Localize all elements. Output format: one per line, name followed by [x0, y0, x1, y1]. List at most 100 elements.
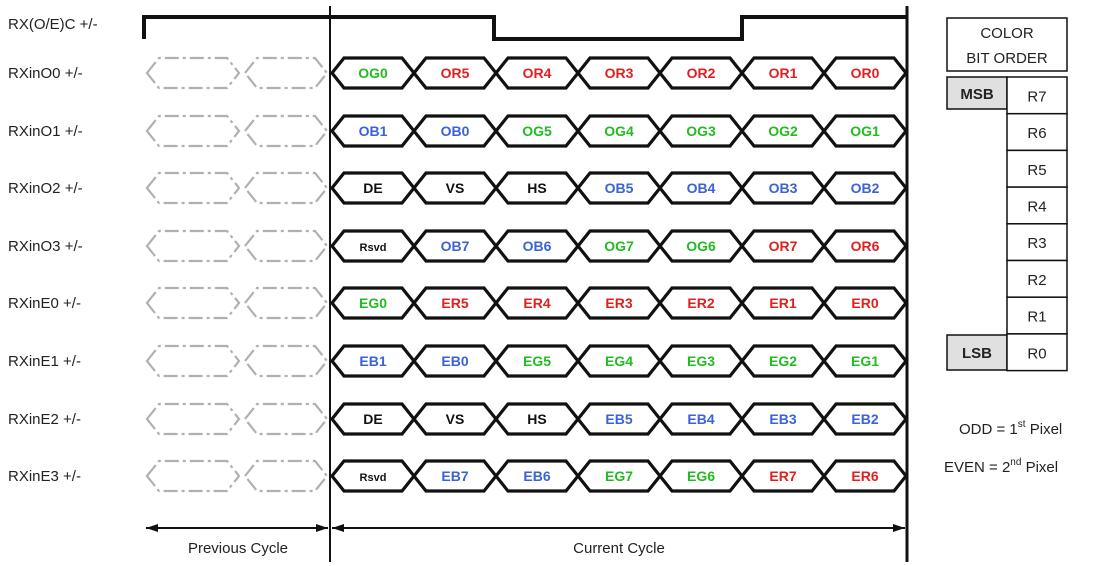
data-cell — [821, 56, 909, 90]
data-cell-label: EB3 — [769, 411, 796, 427]
msb-label: MSB — [960, 86, 994, 103]
previous-cycle-cell — [145, 459, 241, 493]
data-cell-label: OB0 — [441, 123, 470, 139]
previous-cycle-arrow — [146, 524, 328, 532]
previous-cycle-cell — [243, 171, 329, 205]
data-cell — [821, 459, 909, 493]
previous-cycle-cell — [243, 56, 329, 90]
data-cell-label: EG0 — [359, 295, 387, 311]
data-cell-label: ER2 — [687, 295, 714, 311]
bit-cell — [1006, 76, 1068, 115]
data-cell-label: EB0 — [441, 353, 468, 369]
data-cell-label: EG1 — [851, 353, 879, 369]
data-cell-label: OB1 — [359, 123, 388, 139]
data-cell-label: EB4 — [687, 411, 714, 427]
data-cell-label: EG4 — [605, 353, 633, 369]
data-cell-label: EB1 — [359, 353, 386, 369]
bit-cell — [1006, 149, 1068, 188]
data-cell-label: EB5 — [605, 411, 632, 427]
data-cell-label: EG2 — [769, 353, 797, 369]
data-cell-label: Rsvd — [360, 242, 387, 254]
previous-cycle-label: Previous Cycle — [188, 540, 288, 557]
previous-cycle-cell — [243, 344, 329, 378]
bit-cell — [1006, 186, 1068, 225]
data-cell-label: HS — [527, 180, 546, 196]
data-cell-label: OR6 — [851, 238, 880, 254]
lane-row: RXinO2 +/- DE VS HS OB5 OB4 OB3 OB2 — [8, 171, 909, 205]
bit-cell — [1006, 112, 1068, 152]
bit-label: R3 — [1027, 235, 1046, 252]
previous-cycle-cell — [145, 402, 241, 436]
previous-cycle-cell — [145, 286, 241, 320]
data-cell-label: VS — [446, 180, 465, 196]
data-cell-label: OG0 — [358, 65, 388, 81]
odd-pixel-note: ODD = 1st Pixel — [959, 419, 1062, 438]
bit-label: R7 — [1027, 88, 1046, 105]
data-cell-label: EG6 — [687, 468, 715, 484]
data-cell — [821, 114, 909, 148]
previous-cycle-cell — [243, 402, 329, 436]
data-cell-label: EB6 — [523, 468, 550, 484]
bit-cell — [1006, 259, 1068, 298]
bit-label: R4 — [1027, 198, 1046, 215]
data-cell-label: ER5 — [441, 295, 468, 311]
data-cell-label: OR3 — [605, 65, 634, 81]
bit-cell — [1006, 333, 1068, 372]
data-cell-label: OB6 — [523, 238, 552, 254]
lane-row: RXinE2 +/- DE VS HS EB5 EB4 EB3 EB2 — [8, 402, 909, 436]
lsb-label: LSB — [962, 345, 992, 362]
previous-cycle-cell — [145, 344, 241, 378]
bit-label: R1 — [1027, 309, 1046, 326]
data-cell-label: OG5 — [522, 123, 552, 139]
lane-label: RXinE2 +/- — [8, 411, 81, 428]
data-cell-label: EB2 — [851, 411, 878, 427]
data-cell-label: OB2 — [851, 180, 880, 196]
data-cell-label: DE — [363, 180, 382, 196]
lane-label: RXinO3 +/- — [8, 238, 83, 255]
lane-label: RXinO1 +/- — [8, 123, 83, 140]
data-cell-label: ER1 — [769, 295, 796, 311]
data-cell-label: OG4 — [604, 123, 634, 139]
data-cell-label: HS — [527, 411, 546, 427]
lane-label: RXinO0 +/- — [8, 65, 83, 82]
data-cell-label: OR4 — [523, 65, 552, 81]
data-cell-label: DE — [363, 411, 382, 427]
data-cell-label: ER7 — [769, 468, 796, 484]
previous-cycle-cell — [145, 229, 241, 263]
data-cell-label: EG7 — [605, 468, 633, 484]
data-cell-label: OB4 — [687, 180, 716, 196]
data-cell — [821, 286, 909, 320]
lane-row: RXinE3 +/- Rsvd EB7 EB6 EG7 EG6 ER7 ER6 — [8, 459, 909, 493]
data-lanes: RXinO0 +/- OG0 OR5 OR4 OR3 OR2 OR1 OR0 RXinO1 +/… — [8, 56, 909, 493]
lane-row: RXinO3 +/- Rsvd OB7 OB6 OG7 OG6 OR7 OR6 — [8, 229, 909, 263]
data-cell-label: ER3 — [605, 295, 632, 311]
data-cell-label: VS — [446, 411, 465, 427]
clock-label: RX(O/E)C +/- — [8, 16, 98, 33]
bit-cell — [1006, 223, 1068, 262]
clock-waveform — [142, 15, 906, 41]
data-cell-label: ER6 — [851, 468, 878, 484]
lane-label: RXinE1 +/- — [8, 353, 81, 370]
data-cell-label: OR5 — [441, 65, 470, 81]
data-cell-label: OG3 — [686, 123, 716, 139]
lane-row: RXinE0 +/- EG0 ER5 ER4 ER3 ER2 ER1 ER0 — [8, 286, 909, 320]
data-cell-label: OR0 — [851, 65, 880, 81]
previous-cycle-cell — [145, 171, 241, 205]
msb-cell — [946, 76, 1008, 110]
lane-row: RXinO1 +/- OB1 OB0 OG5 OG4 OG3 OG2 OG1 — [8, 114, 909, 148]
lane-label: RXinO2 +/- — [8, 180, 83, 197]
data-cell-label: OG1 — [850, 123, 880, 139]
lane-row: RXinE1 +/- EB1 EB0 EG5 EG4 EG3 EG2 EG1 — [8, 344, 909, 378]
previous-cycle-cell — [243, 114, 329, 148]
bit-label: R5 — [1027, 162, 1046, 179]
data-cell-label: OR2 — [687, 65, 716, 81]
data-cell-label: EG5 — [523, 353, 551, 369]
bit-label: R2 — [1027, 272, 1046, 289]
data-cell-label: OB5 — [605, 180, 634, 196]
data-cell-label: ER4 — [523, 295, 550, 311]
data-cell-label: OB3 — [769, 180, 798, 196]
data-cell — [821, 229, 909, 263]
previous-cycle-cell — [243, 459, 329, 493]
lane-row: RXinO0 +/- OG0 OR5 OR4 OR3 OR2 OR1 OR0 — [8, 56, 909, 90]
